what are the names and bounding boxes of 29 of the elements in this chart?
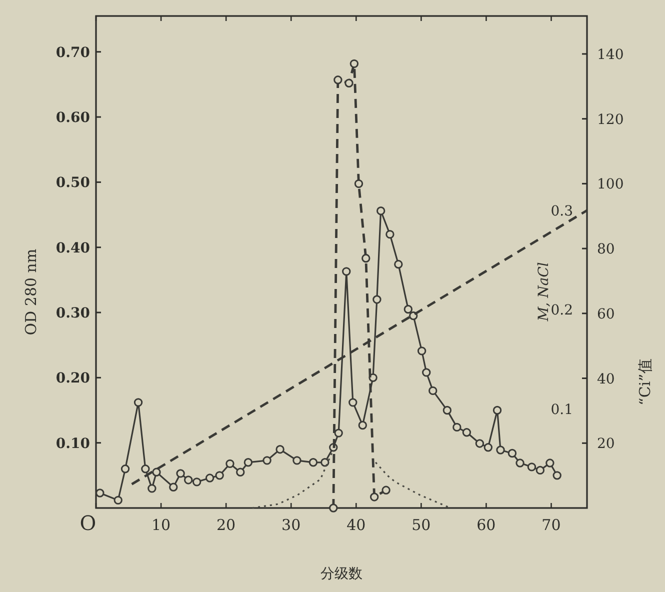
y2-tick-label: 20 <box>597 436 615 452</box>
x-axis-title: 分级数 <box>320 566 362 582</box>
y-tick-label: 0.50 <box>56 175 90 192</box>
y2-tick-label: 80 <box>597 242 615 258</box>
x-tick-label: 40 <box>346 516 366 534</box>
y2-tick-label: 100 <box>597 176 624 193</box>
y3-tick-label: 0.1 <box>550 402 573 418</box>
x-tick-label: 30 <box>282 516 301 534</box>
y-tick-label: 0.30 <box>56 306 90 322</box>
y-tick-label: 0.40 <box>56 240 90 256</box>
y2-axis-title: “Ci”值 <box>636 358 654 406</box>
x-tick-label: 20 <box>216 516 236 534</box>
y2-tick-label: 140 <box>597 46 624 63</box>
y2-tick-label: 60 <box>597 306 615 322</box>
y-tick-label: 0.70 <box>56 44 90 61</box>
y-tick-label: 0.60 <box>56 110 90 126</box>
x-tick-label: 50 <box>412 516 431 534</box>
y3-tick-label: 0.2 <box>550 302 573 319</box>
x-tick-label: 70 <box>542 516 561 534</box>
y2-tick-label: 40 <box>597 371 615 388</box>
x-tick-label: 60 <box>476 516 496 534</box>
x-tick-label: 10 <box>151 516 171 534</box>
y2-tick-label: 120 <box>597 112 624 128</box>
y-tick-label: 0.10 <box>56 436 90 452</box>
y-tick-label: 0.20 <box>56 370 90 387</box>
y-axis-title: OD 280 nm <box>22 248 40 336</box>
y3-tick-label: 0.3 <box>550 203 573 220</box>
x-tick-label: O <box>80 511 96 535</box>
y3-axis-title: M, NaCl <box>536 262 552 322</box>
